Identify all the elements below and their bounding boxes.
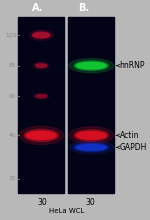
Text: B.: B. [78, 3, 89, 13]
Ellipse shape [33, 62, 49, 70]
Ellipse shape [26, 131, 56, 139]
Ellipse shape [24, 129, 58, 142]
Text: 30: 30 [86, 198, 95, 207]
Ellipse shape [33, 93, 49, 99]
Text: A.: A. [32, 3, 43, 13]
Ellipse shape [36, 95, 47, 98]
Ellipse shape [74, 130, 108, 141]
Text: hnRNP: hnRNP [117, 61, 145, 70]
Ellipse shape [74, 61, 108, 71]
Text: 85: 85 [9, 63, 16, 68]
Ellipse shape [33, 33, 49, 38]
Ellipse shape [19, 126, 64, 145]
Ellipse shape [35, 63, 47, 68]
Text: GAPDH: GAPDH [117, 143, 147, 152]
Text: HeLa WCL: HeLa WCL [49, 208, 84, 214]
Ellipse shape [69, 59, 114, 73]
Text: 120: 120 [5, 33, 16, 38]
Ellipse shape [76, 62, 106, 69]
Text: 30: 30 [37, 198, 47, 207]
Ellipse shape [35, 94, 47, 99]
Bar [68, 17, 114, 193]
Text: 20: 20 [9, 176, 16, 181]
Text: Actin: Actin [117, 131, 139, 140]
Text: 40: 40 [9, 133, 16, 138]
Ellipse shape [69, 127, 114, 144]
Text: 60: 60 [9, 94, 16, 99]
Ellipse shape [76, 132, 106, 139]
Ellipse shape [69, 141, 114, 154]
Ellipse shape [76, 145, 106, 150]
Ellipse shape [74, 143, 108, 152]
Ellipse shape [32, 31, 51, 39]
Ellipse shape [36, 64, 47, 67]
Ellipse shape [29, 30, 53, 40]
Bar [18, 17, 64, 193]
